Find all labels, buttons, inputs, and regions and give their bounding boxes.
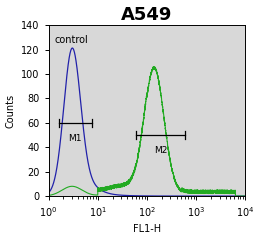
- Text: M1: M1: [68, 134, 82, 143]
- X-axis label: FL1-H: FL1-H: [133, 224, 161, 234]
- Y-axis label: Counts: Counts: [5, 94, 16, 128]
- Title: A549: A549: [121, 6, 173, 24]
- Text: M2: M2: [154, 146, 167, 155]
- Text: control: control: [54, 35, 88, 45]
